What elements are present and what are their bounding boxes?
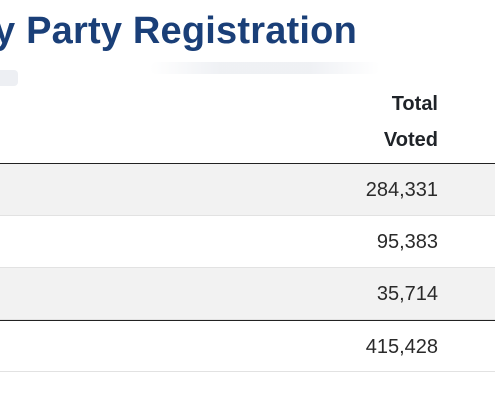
results-table: 284,331 95,383 35,714 415,428 [0,164,495,372]
total-voted-cell: 284,331 [365,179,438,201]
total-row: 415,428 [0,320,495,372]
header-divider [0,163,495,165]
total-voted-cell: 95,383 [376,231,438,253]
table-row: 35,714 [0,268,495,320]
page-title: y Party Registration [0,10,357,52]
column-header-line-2: Voted [383,129,438,151]
table-row: 95,383 [0,216,495,268]
total-voted-cell: 35,714 [376,283,438,305]
column-header-total-voted[interactable]: Total Voted [384,86,438,158]
table-row: 284,331 [0,164,495,216]
column-header-line-1: Total [391,93,438,115]
left-ghost-mark [0,70,18,86]
grand-total-cell: 415,428 [365,336,438,358]
subtitle-ghost [150,62,380,74]
